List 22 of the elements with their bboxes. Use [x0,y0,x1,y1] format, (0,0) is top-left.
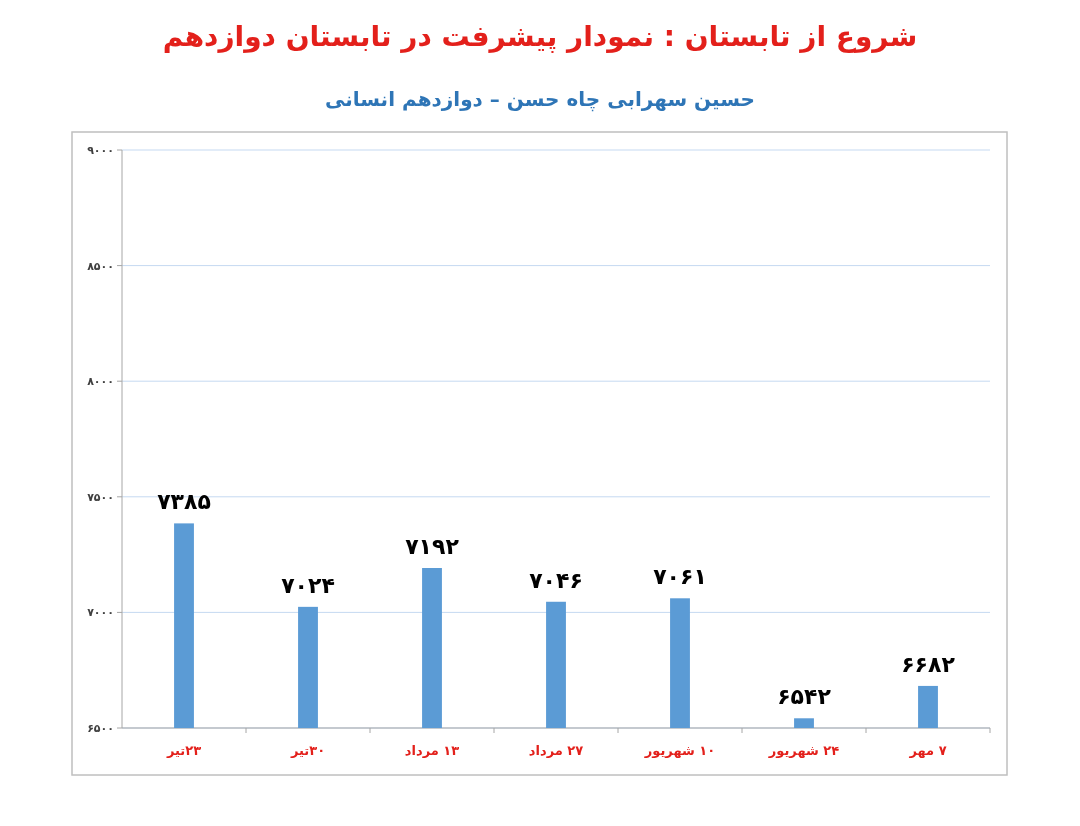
y-tick-label: ۸۵۰۰ [87,259,114,273]
data-label: ۷۰۴۶ [529,567,583,593]
data-label: ۷۰۶۱ [653,564,707,590]
subtitle: حسین سهرابی چاه حسن – دوازدهم انسانی [325,87,755,111]
data-label: ۶۶۸۲ [901,651,956,677]
x-tick-label: ۳۰تیر [289,743,326,758]
y-tick-label: ۷۵۰۰ [87,490,114,504]
title: شروع از تابستان : نمودار پیشرفت در تابستان دوازدهم [162,20,918,53]
y-tick-label: ۹۰۰۰ [87,144,114,157]
y-tick-label: ۸۰۰۰ [87,375,114,389]
y-tick-label: ۷۰۰۰ [87,606,114,620]
data-label: ۷۳۸۵ [157,489,211,515]
x-tick-label: ۲۴ شهریور [767,743,840,758]
x-tick-label: ۱۳ مرداد [404,743,460,758]
y-tick-label: ۶۵۰۰ [87,722,114,735]
x-tick-label: ۲۳تیر [165,743,202,758]
x-tick-label: ۱۰ شهریور [643,743,716,758]
x-tick-label: ۲۷ مرداد [528,743,584,758]
data-label: ۶۵۴۲ [777,684,832,710]
x-tick-label: ۷ مهر [908,743,947,758]
data-label: ۷۰۲۴ [281,572,335,598]
data-label: ۷۱۹۲ [405,534,460,560]
